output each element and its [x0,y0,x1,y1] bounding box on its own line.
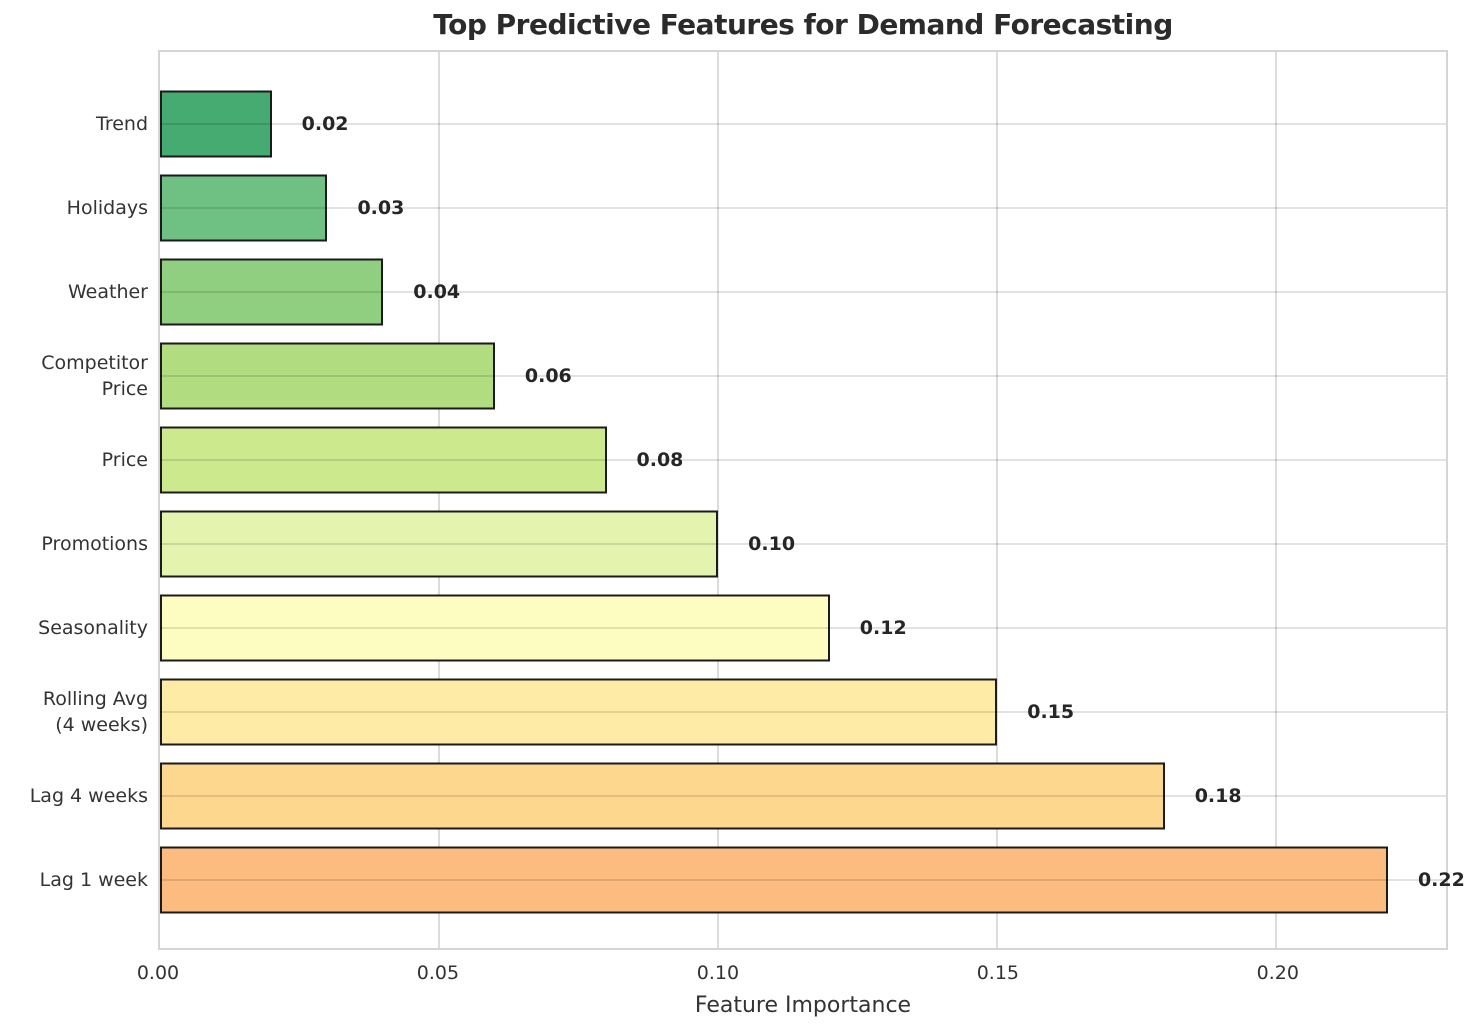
y-axis-category-label: Seasonality [38,616,148,639]
horizontal-gridline [160,711,1446,713]
feature-importance-bar [160,90,272,158]
horizontal-gridline [160,879,1446,881]
bar-value-label: 0.10 [748,533,796,555]
horizontal-gridline [160,627,1446,629]
x-tick-label: 0.15 [976,962,1019,984]
feature-importance-bar [160,678,998,746]
y-axis-category-label: Competitor Price [41,351,148,400]
horizontal-gridline [160,459,1446,461]
bar-value-label: 0.12 [859,617,907,639]
plot-area: Trend 0.02 Holidays 0.03 Weather 0.04 Competit… [30,50,1465,950]
feature-importance-bar [160,174,328,242]
bar-row: Lag 1 week 0.22 [40,838,1465,922]
feature-importance-bar [160,342,495,410]
bar-value-label: 0.15 [1027,701,1075,723]
y-axis-category-label: Promotions [41,532,148,555]
bar-value-label: 0.02 [301,113,349,135]
feature-importance-bar [160,762,1165,830]
bar-value-label: 0.22 [1417,869,1465,891]
feature-importance-bar [160,510,719,578]
y-axis-category-label: Trend [96,112,148,135]
feature-importance-bar [160,846,1388,914]
bar-row: Rolling Avg (4 weeks) 0.15 [43,670,1446,754]
y-axis-category-label: Price [101,448,148,471]
horizontal-gridline [160,207,1446,209]
vertical-gridline [996,52,999,948]
bar-row: Promotions 0.10 [41,502,1446,586]
y-axis-category-label: Holidays [66,196,148,219]
x-axis-tick-labels: 0.00 0.05 0.10 0.15 0.20 [137,962,1448,988]
horizontal-gridline [160,291,1446,293]
bar-row: Seasonality 0.12 [38,586,1446,670]
bar-value-label: 0.18 [1194,785,1242,807]
horizontal-gridline [160,375,1446,377]
bar-row: Price 0.08 [102,418,1446,502]
bar-rows-container: Trend 0.02 Holidays 0.03 Weather 0.04 Competit… [30,52,1465,948]
bar-row: Trend 0.02 [96,82,1446,166]
horizontal-gridline [160,123,1446,125]
x-axis-title: Feature Importance [694,993,912,1018]
x-tick-label: 0.05 [416,962,460,984]
x-tick-label: 0.10 [696,962,740,984]
y-axis-category-label: Lag 1 week [39,868,148,891]
feature-importance-bar [160,594,830,662]
x-tick-label: 0.20 [1256,962,1299,984]
bar-row: Weather 0.04 [68,250,1446,334]
feature-importance-bar [160,426,607,494]
bar-value-label: 0.08 [636,449,684,471]
y-axis-category-label: Lag 4 weeks [29,784,148,807]
bar-row: Lag 4 weeks 0.18 [30,754,1446,838]
horizontal-gridline [160,543,1446,545]
chart-title: Top Predictive Features for Demand Forec… [433,8,1173,41]
vertical-gridline [438,52,441,948]
x-tick-label: 0.00 [136,962,180,984]
bar-value-label: 0.04 [413,281,461,303]
bar-value-label: 0.06 [524,365,572,387]
vertical-gridline [1275,52,1278,948]
bar-row: Competitor Price 0.06 [41,334,1446,418]
horizontal-gridline [160,795,1446,797]
feature-importance-bar [160,258,384,326]
bar-value-label: 0.03 [357,197,405,219]
y-axis-category-label: Rolling Avg (4 weeks) [42,687,148,736]
y-axis-category-label: Weather [68,280,148,303]
bar-row: Holidays 0.03 [67,166,1446,250]
vertical-gridline [717,52,720,948]
